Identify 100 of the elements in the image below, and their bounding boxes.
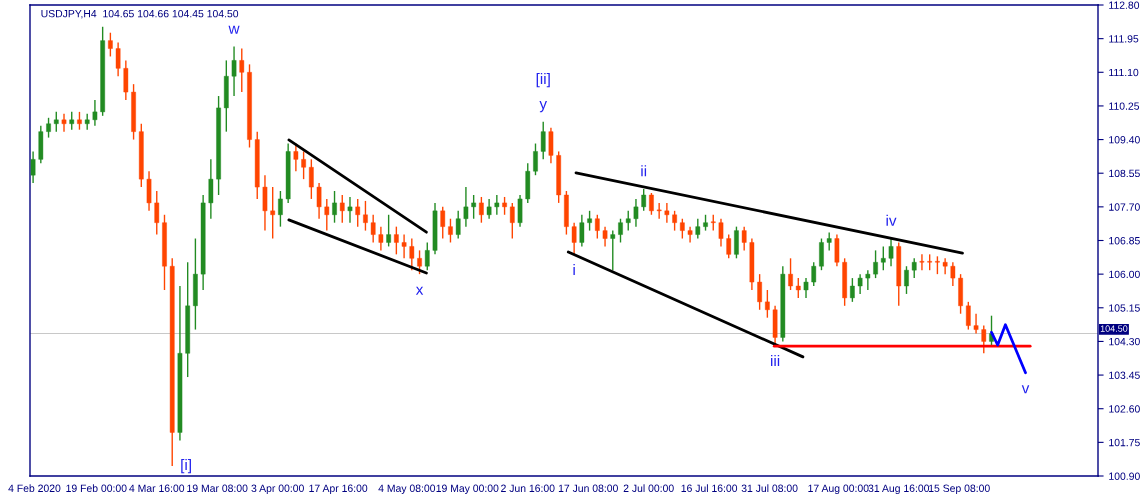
candlestick <box>370 214 376 244</box>
ref-line-label: 104.50 <box>1100 325 1128 332</box>
x-tick-label: 2 Jul 00:00 <box>623 484 674 492</box>
candlestick <box>664 202 670 224</box>
candlestick <box>231 45 237 97</box>
x-tick-label: 19 May 00:00 <box>436 484 499 495</box>
x-tick-label: 3 Apr 00:00 <box>251 484 304 495</box>
candlestick <box>741 225 747 252</box>
annotation: w <box>228 25 240 34</box>
candlestick <box>46 117 51 139</box>
annotation: iv <box>886 214 897 226</box>
candlestick <box>494 194 500 216</box>
candlestick <box>533 142 538 176</box>
candlestick <box>803 277 809 299</box>
candlestick <box>440 206 446 240</box>
candlestick <box>309 158 314 200</box>
candlestick <box>950 261 956 287</box>
candlestick <box>834 233 840 267</box>
candlestick <box>850 277 855 303</box>
x-tick-label: 4 Mar 16:00 <box>129 484 185 492</box>
candlestick <box>123 59 129 101</box>
candlestick <box>486 198 492 220</box>
candlestick <box>919 253 925 271</box>
candlestick <box>324 198 330 232</box>
candlestick <box>880 245 886 271</box>
candlestick <box>146 170 152 212</box>
x-tick-label: 16 Jul 16:00 <box>681 484 738 492</box>
candlestick <box>942 257 948 275</box>
x-tick-label: 4 Feb 2020 <box>8 484 61 492</box>
candlestick <box>656 202 662 220</box>
y-tick-label: 110.25 <box>1109 102 1140 110</box>
candlestick <box>695 218 701 240</box>
y-tick-label: 108.55 <box>1109 169 1140 178</box>
y-tick-label: 111.95 <box>1109 35 1139 43</box>
candlestick <box>819 237 824 271</box>
candlestick <box>417 249 422 275</box>
candlestick <box>540 121 546 161</box>
annotation: [ii] <box>536 72 550 88</box>
candlestick <box>448 218 453 244</box>
candlestick <box>316 182 322 220</box>
candlestick <box>509 202 515 240</box>
candlestick <box>355 198 361 228</box>
x-tick-label: 15 Sep 08:00 <box>929 484 990 495</box>
y-tick-label: 107.70 <box>1109 203 1140 211</box>
candlestick <box>61 113 67 133</box>
x-tick-label: 4 May 08:00 <box>378 484 436 495</box>
candlestick <box>363 200 368 232</box>
y-tick-label: 112.80 <box>1109 1 1140 9</box>
candlestick <box>278 190 283 228</box>
candlestick <box>594 214 600 240</box>
candlestick <box>726 233 732 260</box>
candlestick <box>718 218 724 248</box>
y-tick-label: 109.40 <box>1109 136 1140 144</box>
candlestick <box>687 225 693 244</box>
candlestick <box>579 214 585 248</box>
candlestick <box>548 127 554 165</box>
candlestick <box>904 265 909 295</box>
candlestick <box>795 277 801 299</box>
annotation: iii <box>771 354 780 366</box>
candlestick <box>30 150 36 184</box>
x-tick-label: 17 Apr 16:00 <box>309 484 368 495</box>
candlestick <box>633 198 639 228</box>
x-tick-label: 17 Jun 08:00 <box>558 484 618 492</box>
candlestick <box>332 190 337 224</box>
candlestick <box>857 273 863 295</box>
x-tick-label: 19 Mar 08:00 <box>187 484 248 492</box>
annotation: y <box>539 100 548 113</box>
candlestick <box>888 237 894 267</box>
candlestick <box>154 190 160 236</box>
y-tick-label: 106.85 <box>1109 237 1140 245</box>
candlestick <box>409 237 415 271</box>
candlestick <box>865 269 871 291</box>
candlestick <box>424 241 430 271</box>
candlestick <box>347 196 353 224</box>
candlestick <box>479 196 484 224</box>
candlestick <box>672 210 677 232</box>
candlestick <box>471 194 476 220</box>
candlestick <box>734 225 739 260</box>
candlestick <box>618 218 623 244</box>
candlestick <box>517 194 523 228</box>
annotation: [i] <box>181 458 191 474</box>
candlestick <box>463 186 469 228</box>
candlestick <box>587 210 592 232</box>
candlestick <box>208 158 214 220</box>
candlestick <box>262 174 268 232</box>
x-tick-label: 31 Jul 08:00 <box>741 484 798 492</box>
candlestick <box>378 225 384 252</box>
candlestick <box>571 221 577 256</box>
y-tick-label: 101.75 <box>1109 438 1140 447</box>
annotation: i <box>573 263 575 275</box>
candlestick <box>401 233 407 260</box>
candlestick <box>339 194 345 224</box>
candlestick <box>455 210 461 240</box>
candlestick <box>108 32 113 58</box>
candlestick <box>911 257 917 279</box>
candlestick <box>301 150 306 180</box>
candlestick <box>386 214 391 248</box>
candlestick <box>239 47 245 93</box>
y-tick-label: 102.60 <box>1109 405 1140 413</box>
candlestick <box>965 301 971 331</box>
